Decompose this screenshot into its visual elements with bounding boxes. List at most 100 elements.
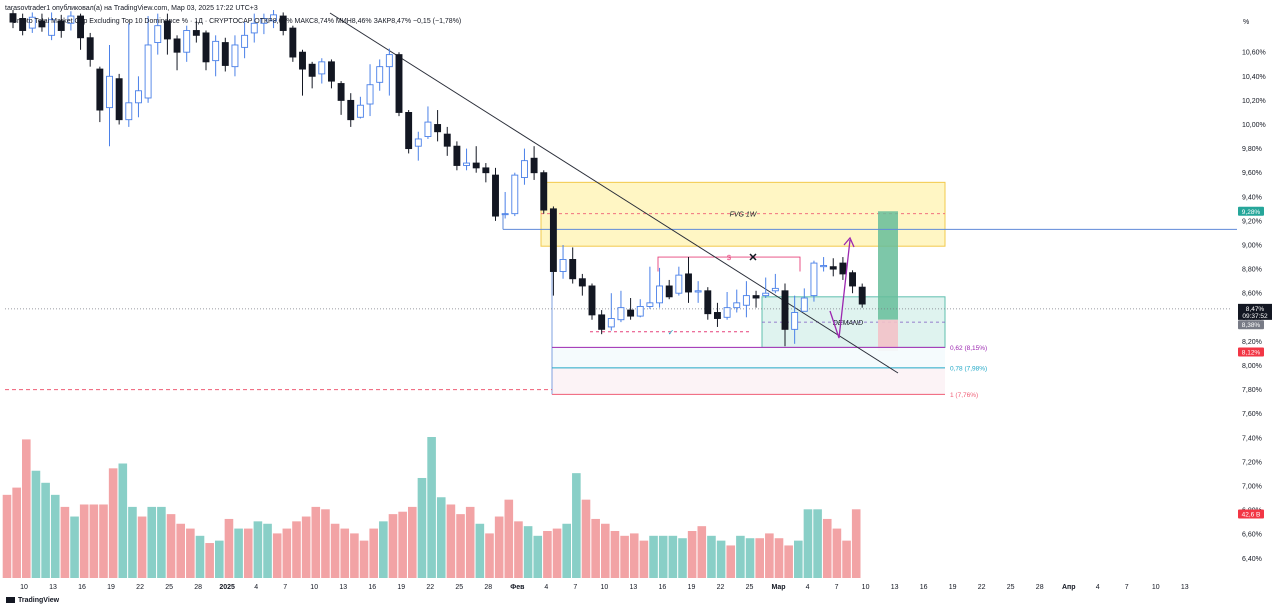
volume-bar (504, 499, 514, 578)
candle-body (183, 30, 191, 53)
candle-body (627, 309, 635, 317)
candle-body (723, 307, 731, 318)
candle-body (395, 54, 403, 113)
volume-bar (436, 497, 446, 578)
candle-body (96, 68, 104, 111)
fib-level-label: 0,78 (7,98%) (950, 365, 987, 372)
volume-bar (832, 528, 842, 578)
candle-body (86, 37, 94, 60)
candle-body (67, 15, 75, 24)
candle-body (588, 285, 596, 316)
volume-bar (205, 543, 214, 578)
volume-bar (70, 516, 79, 578)
price-tick-label: 6,60% (1242, 532, 1262, 539)
volume-bar (60, 506, 70, 578)
candle-body (685, 273, 692, 293)
volume-bar (263, 523, 272, 578)
candle-body (742, 295, 750, 306)
date-tick-label: 13 (630, 584, 638, 591)
volume-bar (494, 516, 504, 578)
volume-bar (137, 516, 147, 578)
date-tick-label: 10 (310, 584, 318, 591)
ohlc-values: ОТКР8,63% МАКС8,74% МИН8,46% ЗАКР8,47% −… (254, 18, 462, 25)
date-tick-label: Фев (510, 584, 525, 591)
volume-bar (272, 533, 282, 578)
volume-bar (572, 473, 581, 578)
volume-bar (620, 535, 629, 578)
candle-body (134, 90, 142, 104)
volume-bar (707, 535, 716, 578)
candle-body (800, 297, 808, 312)
price-tick-label: 8,60% (1242, 291, 1262, 298)
volume-bar (215, 540, 224, 578)
date-tick-label: 25 (1007, 584, 1015, 591)
candle-body (337, 83, 345, 101)
volume-bar (417, 477, 427, 578)
price-tick-label: 9,20% (1242, 218, 1262, 225)
candle-body (820, 265, 828, 268)
projection-arrowhead (843, 236, 855, 248)
candle-body (414, 138, 422, 147)
stop-box (878, 319, 898, 352)
candle-body (733, 302, 741, 309)
candle-body (617, 307, 625, 321)
date-tick-label: 10 (20, 584, 28, 591)
volume-bar (842, 540, 851, 578)
date-tick-label: 19 (949, 584, 957, 591)
price-tick-label: 9,40% (1242, 194, 1262, 201)
candle-body (434, 124, 442, 133)
candle-body (472, 162, 480, 169)
candle-body (521, 160, 528, 178)
date-tick-label: 10 (1152, 584, 1160, 591)
projection-arrow (829, 239, 851, 339)
date-tick-label: 28 (1036, 584, 1044, 591)
volume-bar (446, 504, 456, 578)
demand-label: DEMAND (833, 320, 863, 327)
price-tick-label: 7,20% (1242, 459, 1262, 466)
volume-bar (186, 528, 195, 578)
volume-bar (736, 535, 745, 578)
date-tick-label: 22 (426, 584, 434, 591)
fib-level-label: 1 (7,76%) (950, 392, 978, 399)
tradingview-logo-icon (6, 597, 15, 604)
candle-body (28, 16, 36, 29)
volume-bar (253, 521, 263, 578)
candle-body (366, 84, 374, 105)
candle-body (405, 111, 413, 150)
date-tick-label: 4 (254, 584, 258, 591)
candle-body (9, 13, 17, 23)
date-tick-label: 4 (544, 584, 548, 591)
candle-body (656, 285, 663, 304)
volume-bar (379, 521, 388, 578)
target-price-badge-bg (1238, 206, 1264, 216)
volume-bar (562, 523, 571, 578)
volume-bar (195, 535, 205, 578)
timeframe[interactable]: 1Д (194, 18, 203, 25)
volume-bar (157, 506, 166, 578)
date-tick-label: 28 (194, 584, 202, 591)
candle-body (443, 133, 451, 147)
volume-bar (128, 506, 137, 578)
volume-bar (176, 523, 185, 578)
target-box (878, 211, 898, 320)
instrument-name: Crypto Total Market Cap Excluding Top 10… (12, 18, 188, 25)
candle-body (636, 306, 644, 317)
volume-bar (658, 535, 668, 578)
volume-bar (427, 437, 436, 578)
candle-body (849, 272, 856, 287)
candle-body (308, 63, 316, 77)
volume-bar (388, 514, 398, 578)
volume-bar (668, 535, 678, 578)
volume-bar (311, 506, 321, 578)
volume-bar (22, 439, 31, 578)
volume-bar (475, 523, 485, 578)
date-tick-label: 19 (397, 584, 405, 591)
date-tick-label: 25 (455, 584, 463, 591)
volume-bar (745, 538, 755, 578)
tradingview-brand[interactable]: TradingView (6, 597, 59, 604)
volume-bar (234, 528, 243, 578)
candle-body (540, 172, 548, 211)
volume-bar (99, 504, 108, 578)
candle-body (569, 259, 577, 280)
